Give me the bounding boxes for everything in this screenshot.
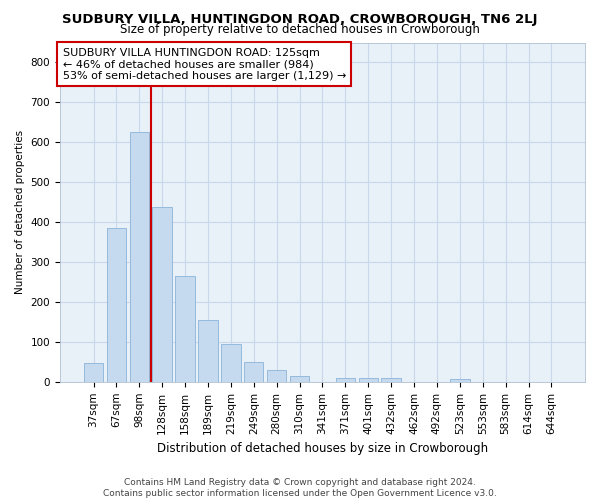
Bar bbox=[335, 378, 355, 382]
Bar bbox=[130, 132, 149, 382]
X-axis label: Distribution of detached houses by size in Crowborough: Distribution of detached houses by size … bbox=[157, 442, 488, 455]
Text: Size of property relative to detached houses in Crowborough: Size of property relative to detached ho… bbox=[120, 22, 480, 36]
Bar bbox=[450, 378, 470, 382]
Text: SUDBURY VILLA HUNTINGDON ROAD: 125sqm
← 46% of detached houses are smaller (984): SUDBURY VILLA HUNTINGDON ROAD: 125sqm ← … bbox=[62, 48, 346, 81]
Bar bbox=[290, 376, 309, 382]
Text: SUDBURY VILLA, HUNTINGDON ROAD, CROWBOROUGH, TN6 2LJ: SUDBURY VILLA, HUNTINGDON ROAD, CROWBORO… bbox=[62, 12, 538, 26]
Bar bbox=[84, 362, 103, 382]
Bar bbox=[382, 378, 401, 382]
Bar bbox=[221, 344, 241, 382]
Bar bbox=[107, 228, 126, 382]
Text: Contains HM Land Registry data © Crown copyright and database right 2024.
Contai: Contains HM Land Registry data © Crown c… bbox=[103, 478, 497, 498]
Bar bbox=[152, 207, 172, 382]
Y-axis label: Number of detached properties: Number of detached properties bbox=[15, 130, 25, 294]
Bar bbox=[175, 276, 195, 382]
Bar bbox=[198, 320, 218, 382]
Bar bbox=[267, 370, 286, 382]
Bar bbox=[359, 378, 378, 382]
Bar bbox=[244, 362, 263, 382]
